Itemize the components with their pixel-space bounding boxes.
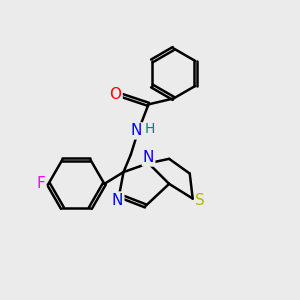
Text: N: N bbox=[130, 123, 142, 138]
Text: H: H bbox=[144, 122, 154, 136]
Text: O: O bbox=[110, 87, 122, 102]
Text: S: S bbox=[195, 194, 205, 208]
Text: N: N bbox=[143, 150, 154, 165]
Text: N: N bbox=[112, 193, 123, 208]
Text: F: F bbox=[37, 176, 45, 191]
